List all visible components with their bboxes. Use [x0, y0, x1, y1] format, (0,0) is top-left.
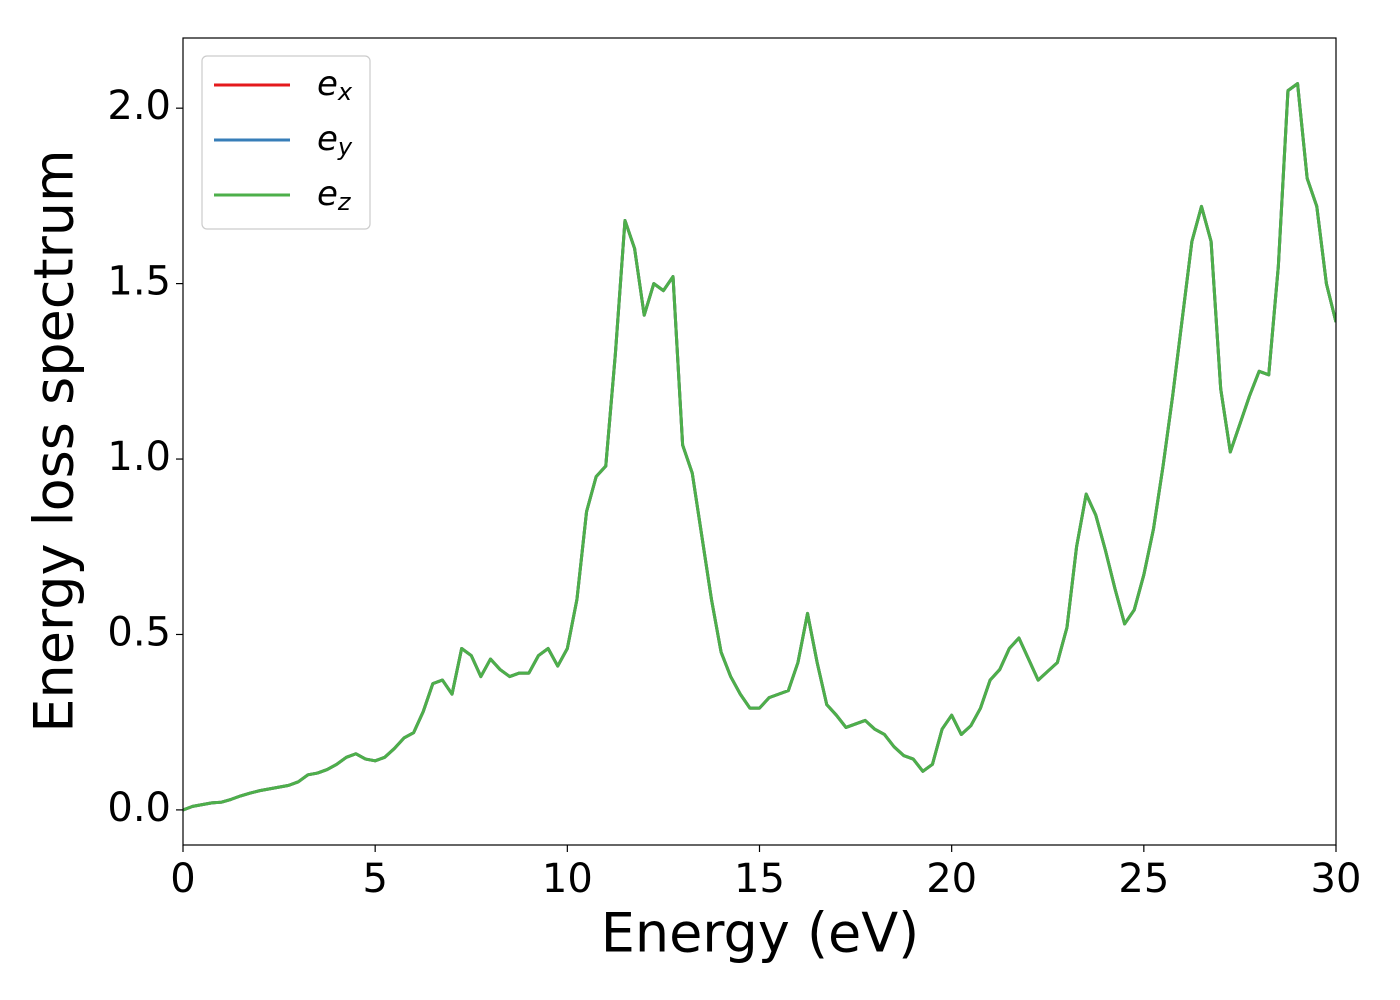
x-tick-label: 10: [542, 856, 593, 902]
series-line: [183, 82, 1336, 812]
legend-label: ey: [317, 119, 353, 162]
x-tick-label: 30: [1311, 856, 1362, 902]
y-tick-label: 0.0: [107, 785, 171, 831]
x-tick-label: 25: [1118, 856, 1169, 902]
legend-box: [201, 55, 371, 230]
plot-frame: [182, 37, 1337, 846]
x-axis-label: Energy (eV): [601, 902, 920, 965]
x-tick-label: 20: [926, 856, 977, 902]
x-tick-label: 5: [362, 856, 387, 902]
y-tick-label: 1.5: [107, 259, 171, 305]
legend-label: ex: [317, 64, 353, 107]
y-tick-label: 0.5: [107, 609, 171, 655]
x-tick-label: 15: [734, 856, 785, 902]
y-tick-label: 2.0: [107, 83, 171, 129]
x-tick-label: 0: [170, 856, 195, 902]
y-tick-label: 1.0: [107, 434, 171, 480]
y-axis-label: Energy loss spectrum: [23, 149, 86, 732]
legend-label: ez: [317, 174, 352, 217]
